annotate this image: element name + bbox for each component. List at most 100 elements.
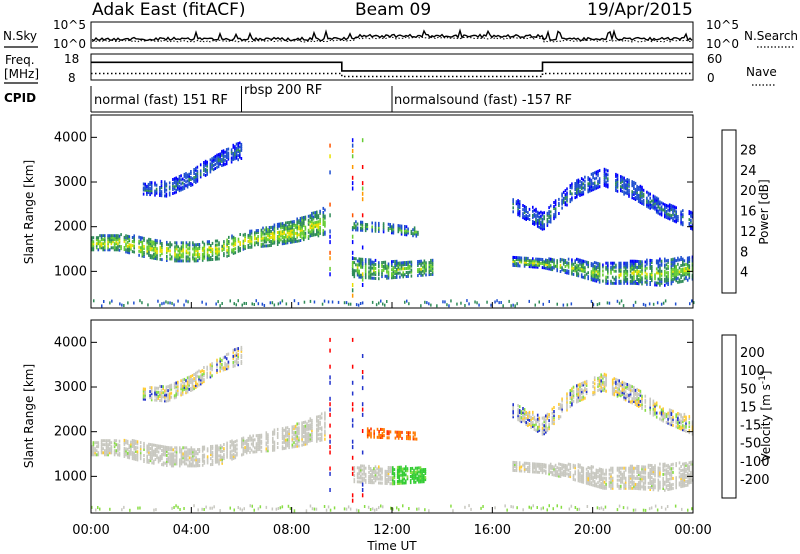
heatmap-cell [128, 235, 131, 239]
heatmap-cell [636, 270, 638, 273]
heatmap-cell [624, 482, 627, 486]
heatmap-cell [104, 443, 106, 447]
heatmap-cell [652, 196, 655, 200]
heatmap-cell [430, 260, 432, 264]
heatmap-cell [652, 198, 655, 202]
heatmap-cell [224, 355, 226, 359]
heatmap-cell [361, 245, 364, 250]
heatmap-cell [667, 281, 669, 284]
heatmap-cell [102, 451, 104, 455]
heatmap-cell [675, 482, 677, 486]
heatmap-cell [177, 177, 179, 181]
heatmap-cell [296, 217, 298, 221]
heatmap-cell [183, 385, 186, 389]
heatmap-cell [298, 422, 300, 426]
heatmap-cell [139, 457, 142, 461]
heatmap-cell [260, 445, 263, 449]
heatmap-cell [566, 269, 568, 273]
heatmap-cell [351, 263, 354, 266]
heatmap-cell [218, 257, 220, 261]
heatmap-cell [169, 454, 171, 458]
heatmap-cell [190, 446, 193, 450]
heatmap-cell [532, 257, 534, 261]
heatmap-cell [655, 267, 658, 271]
heatmap-cell [636, 276, 638, 279]
heatmap-cell [125, 451, 127, 455]
heatmap-cell [219, 448, 222, 452]
heatmap-cell [657, 478, 660, 482]
heatmap-cell [520, 260, 523, 264]
heatmap-cell [358, 257, 360, 261]
heatmap-cell [136, 458, 139, 462]
heatmap-cell [567, 265, 570, 269]
heatmap-cell [324, 208, 326, 212]
heatmap-cell [149, 256, 152, 260]
heatmap-cell [272, 241, 274, 245]
heatmap-cell [535, 259, 537, 263]
heatmap-cell [368, 260, 370, 264]
heatmap-cell [254, 450, 256, 454]
heatmap-cell [628, 182, 630, 186]
heatmap-cell [545, 471, 547, 475]
heatmap-cell [257, 436, 259, 439]
heatmap-cell [610, 480, 612, 484]
heatmap-cell [664, 472, 666, 476]
heatmap-cell [203, 248, 206, 252]
heatmap-cell [211, 157, 213, 161]
heatmap-cell [582, 470, 585, 474]
heatmap-cell [313, 300, 316, 304]
heatmap-cell [230, 156, 233, 160]
heatmap-cell [649, 196, 651, 200]
heatmap-cell [270, 231, 272, 235]
heatmap-cell [415, 437, 418, 441]
heatmap-cell [407, 229, 409, 233]
heatmap-cell [216, 444, 219, 448]
heatmap-cell [672, 279, 674, 283]
heatmap-cell [276, 434, 279, 437]
heatmap-cell [301, 435, 303, 439]
heatmap-cell [203, 250, 206, 254]
heatmap-cell [682, 273, 684, 277]
heatmap-cell [170, 383, 173, 387]
heatmap-cell [535, 217, 537, 221]
heatmap-cell [307, 439, 310, 443]
heatmap-cell [166, 453, 168, 457]
heatmap-cell [589, 179, 591, 183]
heatmap-cell [397, 267, 400, 271]
heatmap-cell [368, 481, 370, 484]
heatmap-cell [659, 474, 661, 478]
heatmap-cell [291, 222, 294, 226]
heatmap-cell [378, 273, 380, 277]
heatmap-cell [562, 473, 565, 477]
heatmap-cell [211, 247, 214, 251]
heatmap-cell [546, 211, 549, 215]
heatmap-cell [351, 175, 354, 180]
heatmap-cell [369, 264, 372, 268]
heatmap-cell [322, 231, 325, 235]
heatmap-cell [605, 168, 607, 172]
heatmap-cell [535, 209, 537, 213]
heatmap-cell [611, 478, 614, 482]
heatmap-cell [517, 258, 519, 262]
heatmap-cell [535, 263, 537, 267]
heatmap-cell [413, 228, 416, 232]
heatmap-cell [293, 220, 295, 224]
heatmap-cell [598, 274, 601, 278]
heatmap-cell [649, 463, 651, 467]
heatmap-cell [414, 466, 417, 470]
heatmap-cell [197, 464, 199, 468]
heatmap-cell [402, 273, 404, 277]
heatmap-cell [154, 443, 157, 447]
heatmap-cell [104, 439, 106, 443]
heatmap-cell [368, 274, 370, 278]
heatmap-cell [244, 236, 246, 240]
heatmap-cell [298, 219, 300, 223]
heatmap-cell [175, 241, 178, 245]
heatmap-cell [272, 436, 274, 440]
heatmap-cell [314, 213, 316, 217]
heatmap-cell [219, 363, 221, 367]
heatmap-cell [570, 302, 573, 306]
heatmap-cell [595, 267, 598, 271]
heatmap-cell [397, 436, 400, 440]
heatmap-cell [303, 425, 305, 428]
